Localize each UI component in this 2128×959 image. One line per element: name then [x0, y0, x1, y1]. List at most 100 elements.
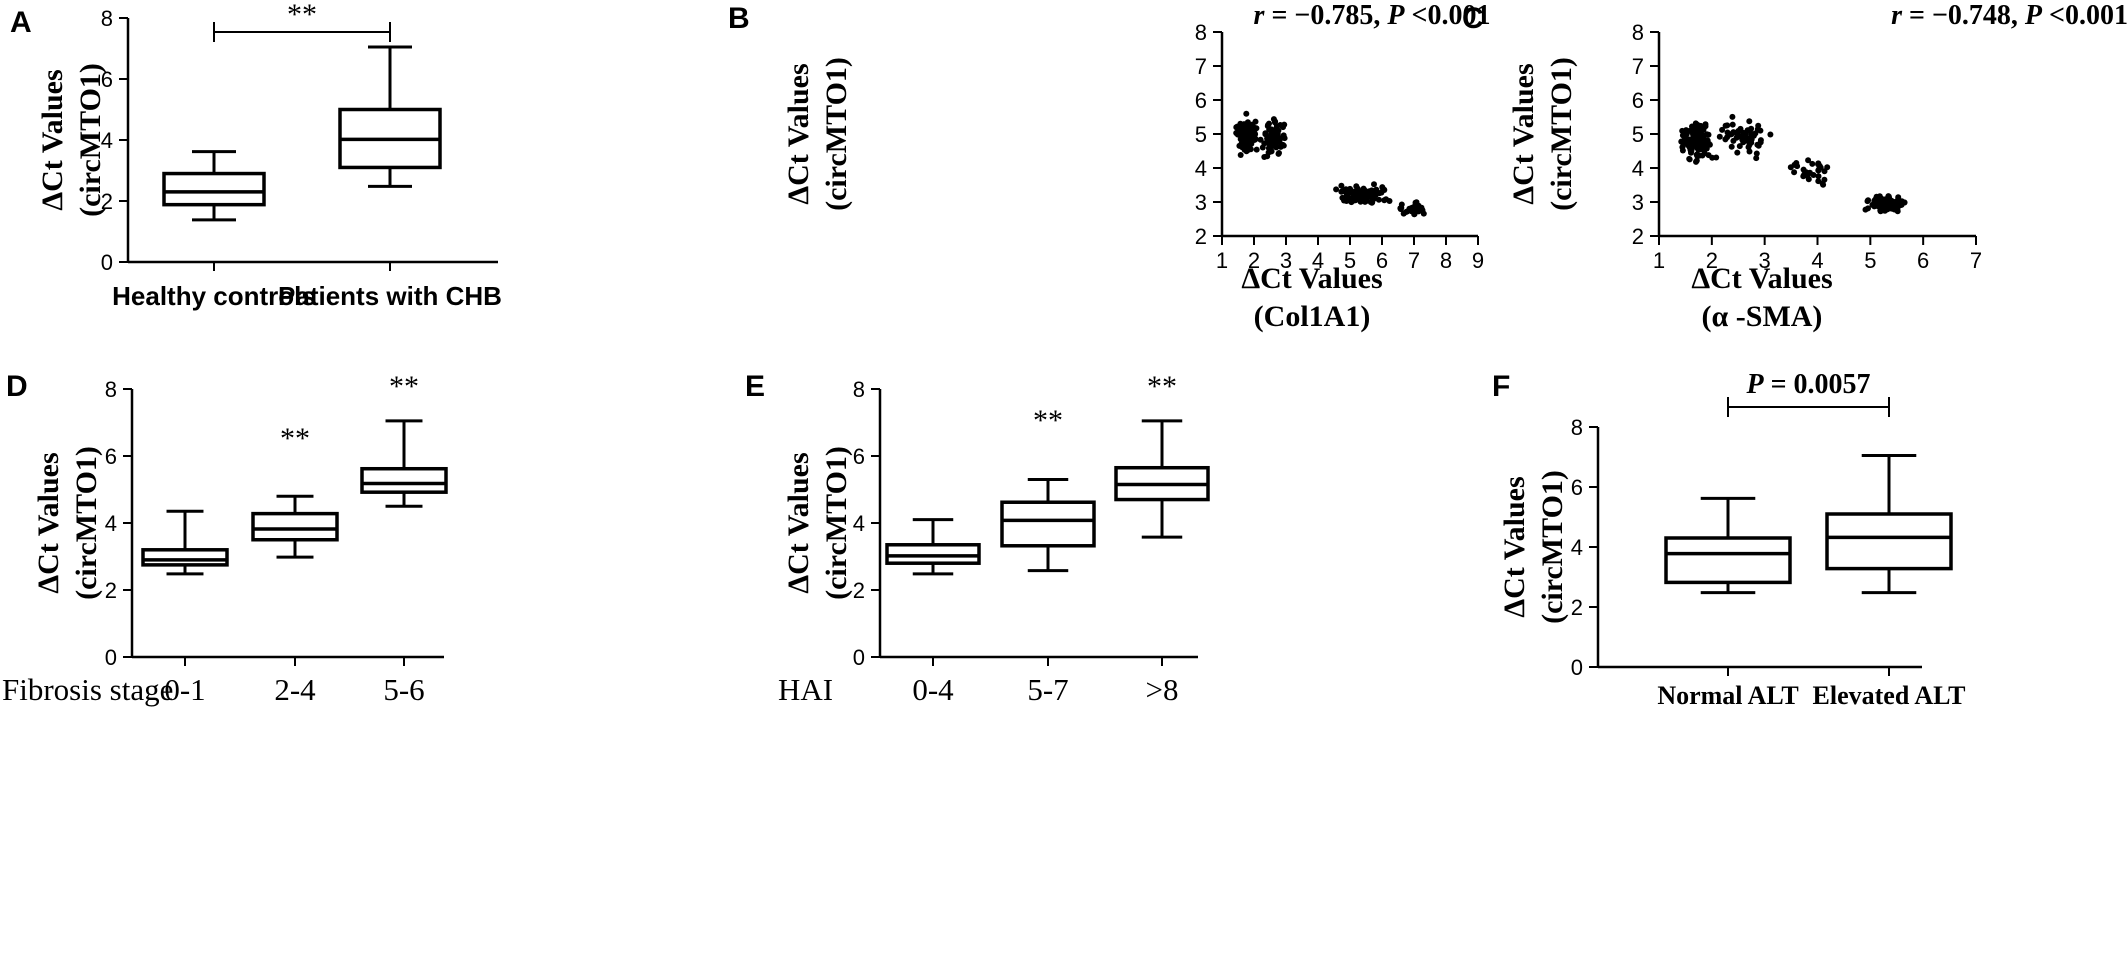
B-x-tick-label-4: 5 — [1344, 248, 1356, 273]
B-points — [1233, 110, 1427, 218]
B-point-298 — [1410, 205, 1417, 212]
C-x-axis-label-line-0: ΔCt Values — [1691, 262, 1832, 295]
F-y-tick-label-3: 6 — [1571, 475, 1583, 500]
B-point-257 — [1369, 188, 1376, 195]
C-point-43 — [1713, 154, 1720, 161]
C-point-144 — [1748, 139, 1755, 146]
B-y-tick-label-1: 3 — [1195, 190, 1207, 215]
C-point-71 — [1696, 152, 1703, 159]
A-sig-label: ** — [287, 0, 317, 31]
C-point-155 — [1728, 131, 1735, 138]
B-point-177 — [1375, 196, 1382, 203]
D-y-axis-label: ΔCt Values (circMTO1) — [32, 446, 103, 600]
B-y-tick-label-2: 4 — [1195, 156, 1207, 181]
F-y-tick-label-4: 8 — [1571, 415, 1583, 440]
panel-F: F 0 2 4 6 8 ΔCt Values (circMTO1) Normal ALT Elev… — [1492, 369, 1965, 710]
F-box-1-iqr — [1825, 512, 1953, 571]
C-y-tick-label-6: 8 — [1632, 20, 1644, 45]
C-point-299 — [1864, 198, 1871, 205]
A-y-tick-label-3: 6 — [101, 67, 113, 92]
C-point-193 — [1815, 173, 1822, 180]
panel-letter-A: A — [10, 6, 32, 39]
B-x-axis-label-line-0: ΔCt Values — [1241, 262, 1382, 295]
C-point-107 — [1686, 140, 1692, 147]
B-point-163 — [1267, 148, 1274, 155]
C-point-147 — [1729, 113, 1736, 120]
D-y-tick-label-3: 6 — [105, 444, 117, 469]
B-point-255 — [1338, 182, 1345, 189]
E-category-label-1: 5-7 — [1027, 672, 1068, 707]
B-point-141 — [1276, 134, 1282, 141]
C-x-axis-label-line-1: (α -SMA) — [1702, 300, 1823, 333]
B-point-145 — [1270, 116, 1277, 123]
D-box-0 — [141, 509, 229, 576]
E-category-label-0: 0-4 — [912, 672, 954, 707]
B-y-axis-label: ΔCt Values (circMTO1) — [782, 57, 853, 211]
B-point-259 — [1360, 196, 1367, 203]
panel-letter-E: E — [745, 370, 765, 403]
C-point-120 — [1729, 121, 1736, 128]
C-point-141 — [1753, 150, 1760, 157]
B-point-94 — [1249, 128, 1256, 135]
E-y-axis-label-line-1: (circMTO1) — [820, 446, 853, 600]
F-box-1 — [1825, 454, 1953, 595]
D-category-label-0: 0-1 — [164, 672, 205, 707]
E-y-tick-label-1: 2 — [853, 578, 865, 603]
B-point-245 — [1344, 196, 1351, 203]
panel-letter-C: C — [1462, 2, 1484, 35]
panel-letter-B: B — [728, 2, 750, 35]
B-point-104 — [1244, 147, 1251, 154]
D-y-axis-label-line-0: ΔCt Values — [32, 452, 65, 593]
C-y-axis-label-line-1: (circMTO1) — [1545, 57, 1578, 211]
D-sig-label-0: ** — [280, 422, 310, 455]
B-x-tick-label-2: 3 — [1280, 248, 1292, 273]
E-box-2 — [1114, 419, 1210, 539]
C-point-289 — [1871, 197, 1878, 204]
B-point-144 — [1273, 123, 1280, 130]
B-y-axis-label-line-1: (circMTO1) — [820, 57, 853, 211]
C-point-109 — [1698, 136, 1705, 143]
B-x-tick-label-6: 7 — [1408, 248, 1420, 273]
A-box-1 — [338, 45, 442, 188]
E-y-axis-label: ΔCt Values (circMTO1) — [782, 446, 853, 600]
E-y-axis-label-line-0: ΔCt Values — [782, 452, 815, 593]
B-point-253 — [1381, 197, 1388, 204]
F-box-0 — [1664, 496, 1792, 595]
B-point-108 — [1246, 134, 1253, 141]
B-point-90 — [1253, 125, 1260, 132]
B-point-129 — [1266, 120, 1272, 127]
F-category-label-1: Elevated ALT — [1813, 681, 1966, 710]
B-point-164 — [1266, 134, 1273, 141]
C-point-95 — [1702, 123, 1709, 130]
B-y-tick-label-3: 5 — [1195, 122, 1207, 147]
C-point-297 — [1876, 195, 1883, 202]
D-y-tick-label-4: 8 — [105, 377, 117, 402]
B-x-tick-label-8: 9 — [1472, 248, 1484, 273]
C-point-38 — [1688, 149, 1694, 156]
C-point-138 — [1746, 148, 1753, 155]
E-box-0-iqr — [885, 543, 981, 565]
C-point-298 — [1888, 205, 1895, 212]
C-y-tick-label-1: 3 — [1632, 190, 1644, 215]
C-x-tick-label-6: 7 — [1970, 248, 1982, 273]
B-x-tick-label-7: 8 — [1440, 248, 1452, 273]
C-points — [1678, 113, 1908, 215]
A-category-label-1: Patients with CHB — [278, 281, 502, 311]
C-x-tick-label-4: 5 — [1864, 248, 1876, 273]
C-point-151 — [1716, 133, 1723, 140]
B-point-153 — [1281, 121, 1288, 128]
A-box-0 — [162, 150, 266, 222]
D-category-label-1: 2-4 — [274, 672, 316, 707]
B-y-tick-label-6: 8 — [1195, 20, 1207, 45]
C-point-174 — [1821, 168, 1828, 175]
E-box-0 — [885, 518, 981, 576]
C-point-136 — [1755, 122, 1762, 129]
D-box-0-iqr — [141, 548, 229, 567]
C-point-118 — [1746, 118, 1753, 125]
E-y-tick-label-2: 4 — [853, 511, 865, 536]
C-point-161 — [1736, 127, 1743, 134]
C-point-194 — [1815, 167, 1822, 174]
A-y-axis-label: ΔCt Values (circMTO1) — [36, 63, 107, 217]
C-point-129 — [1767, 131, 1774, 138]
panel-A: A 0 2 4 6 8 ΔCt Values (circMTO1) Healthy contro… — [10, 0, 502, 311]
